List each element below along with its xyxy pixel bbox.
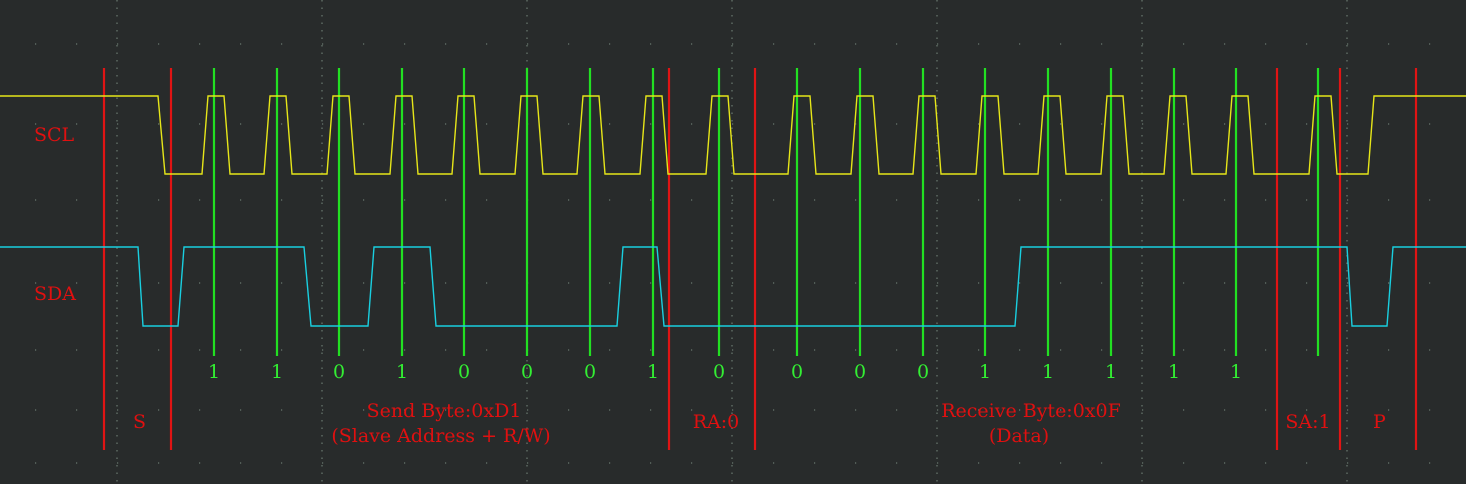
bit-value: 1 [1105, 361, 1117, 383]
scl-waveform [0, 95, 1466, 175]
bit-value: 0 [458, 361, 470, 383]
receive-byte-description: (Data) [989, 425, 1049, 447]
sda-label: SDA [34, 283, 76, 305]
bit-value: 0 [854, 361, 866, 383]
bit-value: 1 [396, 361, 408, 383]
stop-condition-label: P [1373, 411, 1386, 433]
bit-value: 1 [647, 361, 659, 383]
bit-value: 0 [713, 361, 725, 383]
sender-ack-label: SA:1 [1285, 411, 1330, 433]
receive-byte-label: Receive Byte:0x0F [941, 400, 1121, 422]
bit-value: 1 [1168, 361, 1180, 383]
bit-value: 0 [791, 361, 803, 383]
receiver-ack-label: RA:0 [693, 411, 740, 433]
frame-boundary-markers [102, 68, 1418, 450]
bit-value: 0 [521, 361, 533, 383]
bit-sample-markers [212, 68, 1320, 356]
bit-values: 1 1 0 1 0 0 0 1 0 0 0 0 1 1 1 1 1 [208, 361, 1242, 383]
send-byte-label: Send Byte:0xD1 [367, 400, 522, 422]
scl-label: SCL [34, 124, 75, 146]
bit-value: 0 [917, 361, 929, 383]
send-byte-description: (Slave Address + R/W) [331, 425, 550, 447]
bit-value: 1 [1230, 361, 1242, 383]
sda-waveform [0, 246, 1466, 327]
start-condition-label: S [133, 411, 146, 433]
bit-value: 1 [1042, 361, 1054, 383]
bit-value: 1 [271, 361, 283, 383]
bit-value: 0 [584, 361, 596, 383]
bit-value: 1 [979, 361, 991, 383]
bit-value: 1 [208, 361, 220, 383]
bit-value: 0 [333, 361, 345, 383]
